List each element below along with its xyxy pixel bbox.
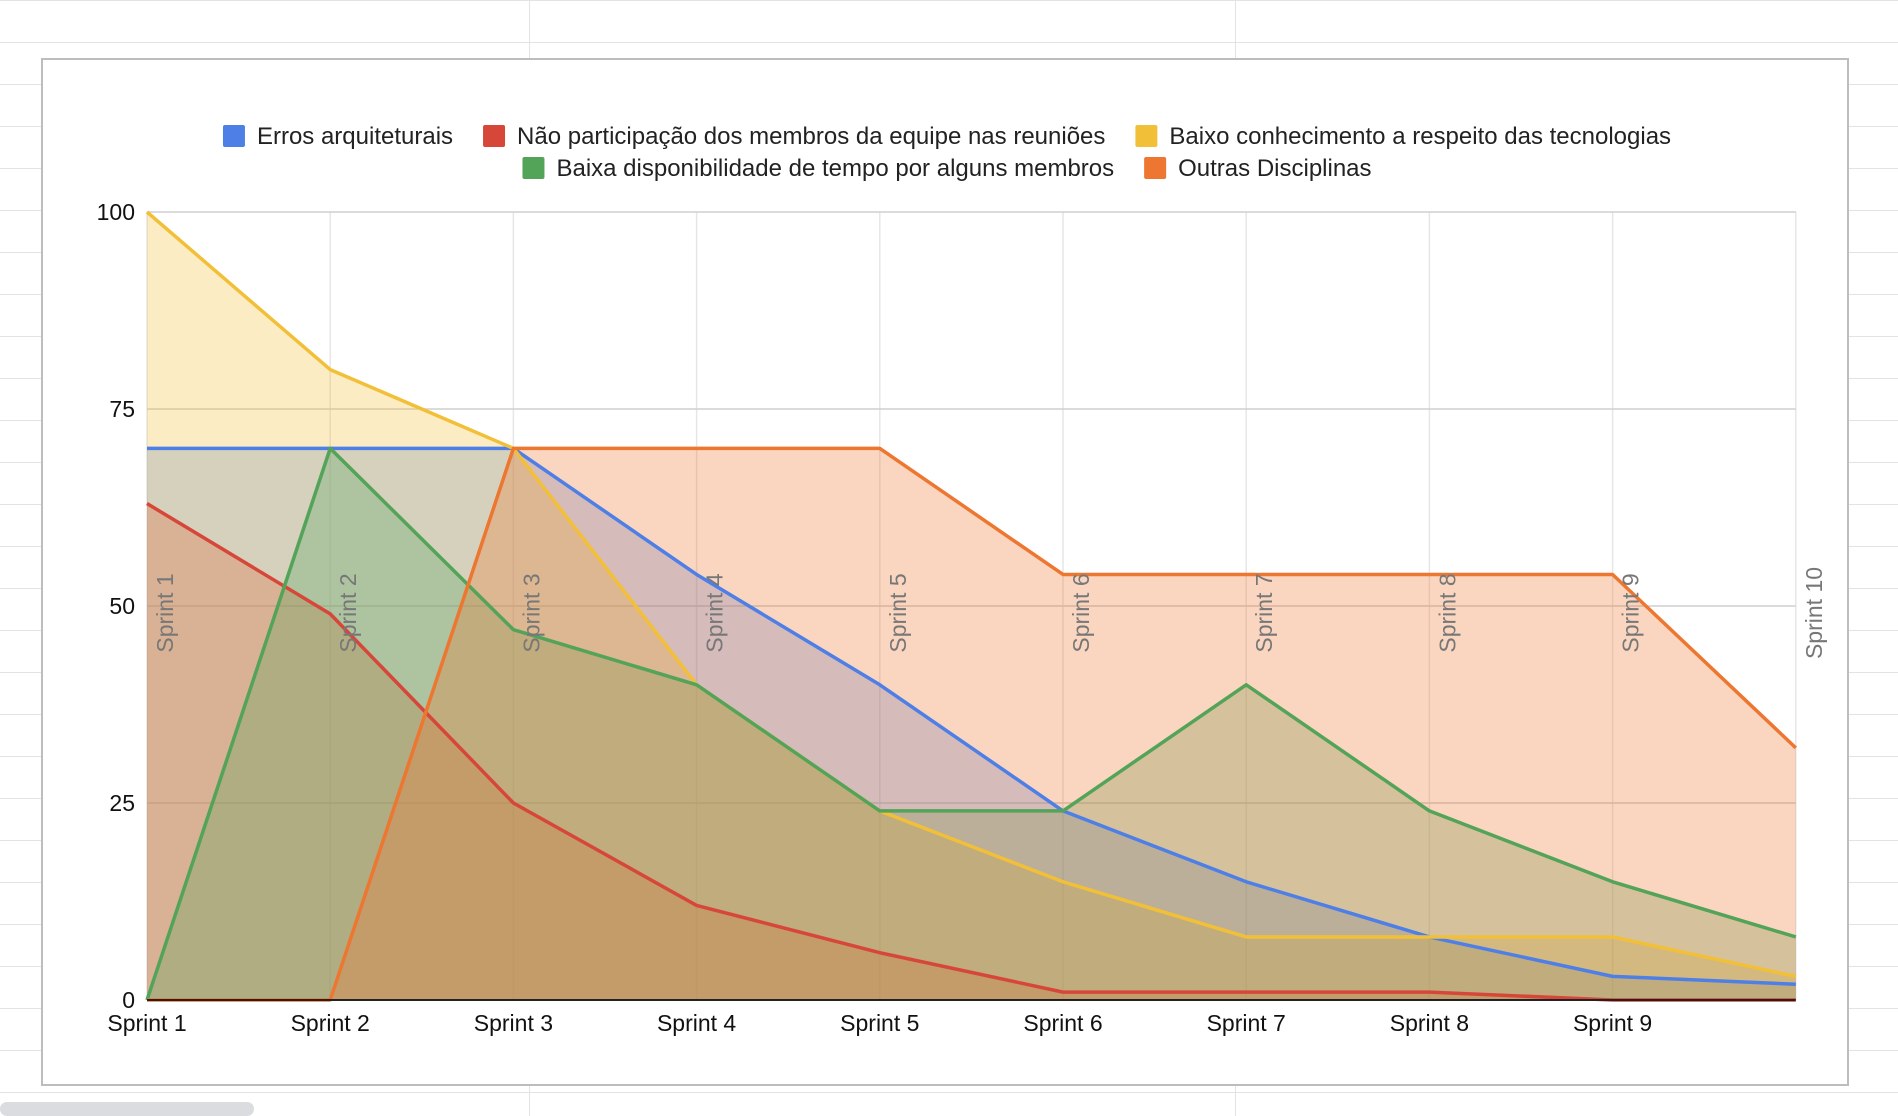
series-line [147, 446, 1796, 986]
sprint-annotation: Sprint 9 [1618, 573, 1644, 652]
legend-swatch [522, 157, 545, 179]
series-line [145, 210, 1797, 979]
area-fills [147, 212, 1796, 1000]
x-tick-label: Sprint 1 [107, 1010, 186, 1036]
legend-swatch [222, 125, 245, 147]
legend-item[interactable]: Não participação dos membros da equipe n… [483, 123, 1105, 150]
sprint-annotation: Sprint 8 [1434, 573, 1460, 652]
series-area [147, 448, 1796, 1000]
series-line [146, 502, 1796, 1002]
series-area [147, 212, 1796, 1000]
legend-swatch [1144, 157, 1167, 179]
legend: Erros arquiteturais Não participação dos … [222, 123, 1671, 182]
x-tick-label: Sprint 8 [1390, 1010, 1469, 1036]
series-area [147, 503, 1796, 1000]
x-tick-label: Sprint 2 [291, 1010, 370, 1036]
axes: 0 25 50 75 100 Sprint 1 Sprint 2 Sprint 3 Sprint… [97, 199, 1796, 1036]
series-lines [145, 210, 1798, 1002]
y-tick-label: 75 [109, 396, 135, 422]
x-tick-label: Sprint 6 [1023, 1010, 1102, 1036]
x-tick-label: Sprint 7 [1207, 1010, 1286, 1036]
sprint-annotation: Sprint 10 [1801, 567, 1827, 659]
series-area [147, 448, 1796, 1000]
grid-lines [146, 211, 1797, 1000]
legend-swatch [1135, 125, 1158, 147]
sprint-annotations: Sprint 1 Sprint 2 Sprint 3 Sprint 4 Sprint 5… [152, 567, 1827, 659]
legend-item[interactable]: Baixo conhecimento a respeito das tecnol… [1135, 123, 1671, 150]
sprint-annotation: Sprint 1 [152, 573, 178, 652]
x-tick-label: Sprint 4 [657, 1010, 736, 1036]
legend-label: Erros arquiteturais [257, 123, 453, 150]
x-tick-label: Sprint 3 [474, 1010, 553, 1036]
x-tick-label: Sprint 9 [1573, 1010, 1652, 1036]
sprint-annotation: Sprint 6 [1068, 573, 1094, 652]
y-tick-label: 0 [122, 987, 135, 1013]
series-area [147, 448, 1796, 1000]
legend-item[interactable]: Baixa disponibilidade de tempo por algun… [522, 155, 1114, 182]
series-line [147, 446, 1798, 1002]
sprint-annotation: Sprint 5 [885, 573, 911, 652]
chart-card: 0 25 50 75 100 Sprint 1 Sprint 2 Sprint 3 Sprint… [41, 58, 1849, 1086]
legend-label: Outras Disciplinas [1178, 155, 1371, 182]
sprint-annotation: Sprint 4 [702, 573, 728, 652]
legend-item[interactable]: Erros arquiteturais [222, 123, 453, 150]
x-tick-label: Sprint 5 [840, 1010, 919, 1036]
sprint-annotation: Sprint 7 [1251, 573, 1277, 652]
horizontal-scrollbar[interactable] [0, 1102, 254, 1116]
y-tick-label: 25 [109, 790, 135, 816]
legend-item[interactable]: Outras Disciplinas [1144, 155, 1372, 182]
legend-swatch [483, 125, 506, 147]
y-tick-label: 50 [109, 593, 135, 619]
sprint-annotation: Sprint 2 [335, 573, 361, 652]
series-line [145, 446, 1797, 1001]
legend-label: Baixo conhecimento a respeito das tecnol… [1169, 123, 1671, 150]
legend-label: Baixa disponibilidade de tempo por algun… [556, 155, 1114, 182]
sprint-annotation: Sprint 3 [518, 573, 544, 652]
legend-label: Não participação dos membros da equipe n… [517, 123, 1105, 150]
y-tick-label: 100 [97, 199, 135, 225]
